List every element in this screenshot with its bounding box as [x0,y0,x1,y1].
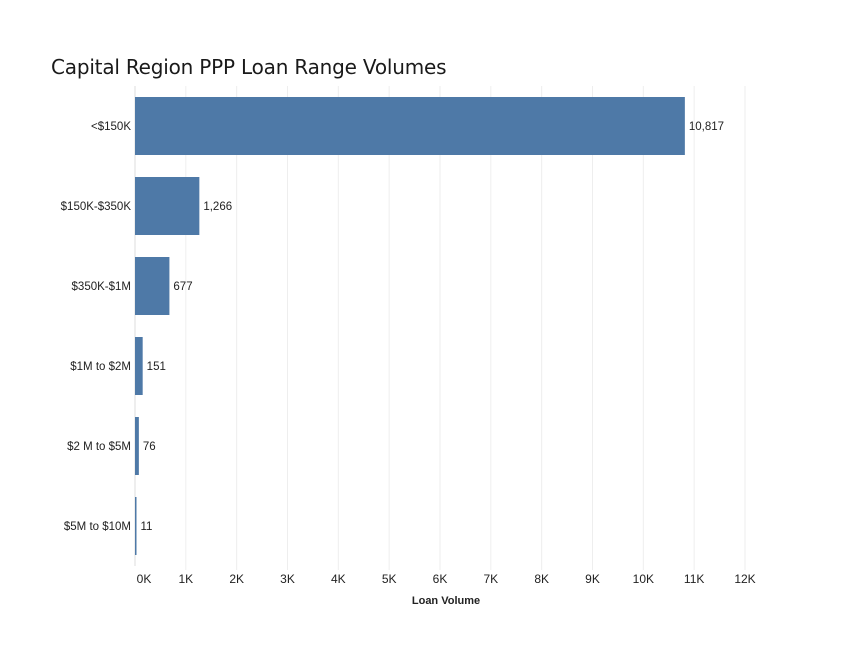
category-label: $150K-$350K [61,201,132,213]
data-labels: 10,817 1,266 677 151 76 11 [141,121,725,533]
x-tick-label: 1K [178,572,193,586]
category-labels: <$150K $150K-$350K $350K-$1M $1M to $2M $2 M… [61,121,132,533]
x-axis-title: Loan Volume [412,595,480,607]
bar [135,337,143,395]
bars [135,97,685,555]
bar [135,177,200,235]
x-tick-label: 9K [585,572,600,586]
x-tick-label: 10K [633,572,654,586]
x-tick-label: 12K [734,572,755,586]
data-label: 10,817 [689,121,724,133]
category-label: $1M to $2M [70,361,131,373]
x-tick-label: 5K [382,572,397,586]
bar [135,497,137,555]
x-tick-label: 6K [433,572,448,586]
data-label: 677 [173,281,192,293]
category-label: $350K-$1M [72,281,131,293]
x-tick-label: 3K [280,572,295,586]
x-tick-label: 2K [229,572,244,586]
x-tick-labels: 0K 1K 2K 3K 4K 5K 6K 7K 8K 9K 10K 11K 12K [137,572,756,586]
x-tick-label: 11K [684,572,704,586]
x-tick-label: 0K [137,572,152,586]
category-label: $2 M to $5M [67,441,131,453]
chart-title: Capital Region PPP Loan Range Volumes [51,55,447,79]
bar [135,97,685,155]
x-tick-label: 7K [483,572,498,586]
x-tick-label: 8K [534,572,549,586]
gridlines [134,86,746,570]
bar [135,417,139,475]
bar [135,257,170,315]
data-label: 1,266 [203,201,232,213]
data-label: 11 [141,521,153,533]
x-tick-label: 4K [331,572,346,586]
category-label: $5M to $10M [64,521,131,533]
data-label: 151 [147,361,166,373]
category-label: <$150K [91,121,131,133]
data-label: 76 [143,441,156,453]
